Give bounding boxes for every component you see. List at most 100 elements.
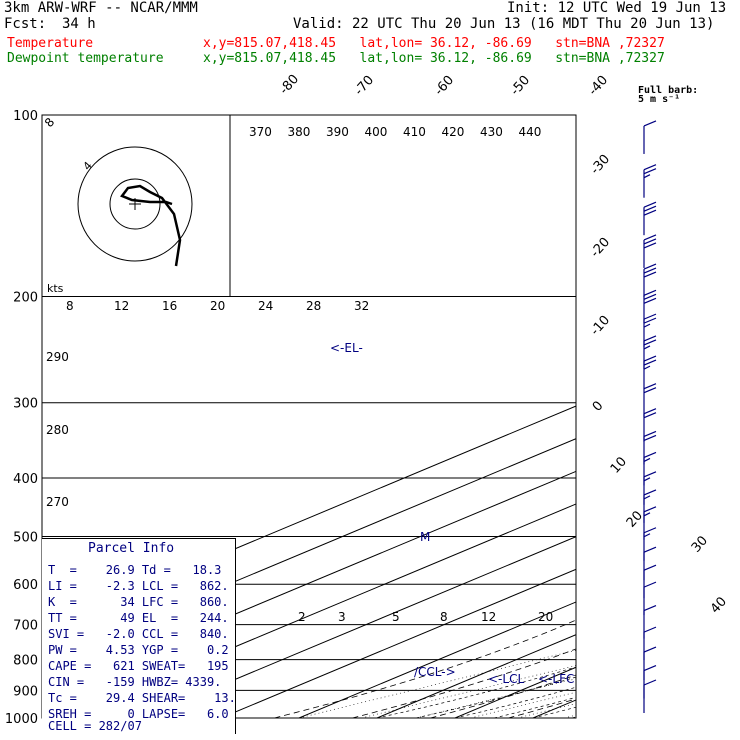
wind-barb-flag <box>643 430 657 438</box>
wind-barb-flag <box>643 205 657 212</box>
mixing-ratio-label: 2 <box>298 610 306 624</box>
pressure-tick-label: 700 <box>13 619 38 634</box>
wind-barb-flag <box>643 451 657 458</box>
wind-barb-flag <box>643 533 651 538</box>
wind-barb-flag <box>643 471 657 478</box>
dry-adiabat-label: 270 <box>46 495 69 509</box>
mixing-ratio-line <box>415 678 576 718</box>
moist-adiabat <box>611 297 740 719</box>
parcel-row: CAPE = 621 SWEAT= 195 <box>48 659 229 673</box>
wind-barb <box>643 626 657 661</box>
parcel-row: SREH = 0 LAPSE= 6.0 <box>48 707 229 721</box>
isotherm-label: -20 <box>588 235 613 261</box>
pressure-tick-label: 500 <box>13 530 38 545</box>
theta-e-label: 410 <box>403 125 426 139</box>
wind-barb-flag <box>643 387 657 394</box>
theta-e-label: 370 <box>249 125 272 139</box>
isotherm-label: 30 <box>689 533 711 555</box>
isotherm-label: 0 <box>590 398 607 414</box>
wind-barb-flag <box>643 335 657 342</box>
wind-barb-flag <box>643 267 657 274</box>
parcel-info-panel: Parcel Info T = 26.9 Td = 18.3 LI = -2.3… <box>42 538 236 734</box>
wind-barb <box>643 646 657 681</box>
wind-barb <box>643 201 657 236</box>
isotherm <box>220 568 576 718</box>
theta-e-label: 390 <box>326 125 349 139</box>
parcel-info-title: Parcel Info <box>88 541 175 556</box>
wind-barb-flag <box>643 489 657 496</box>
dry-adiabat <box>352 648 576 718</box>
temperature-legend: Temperature <box>7 36 94 51</box>
parcel-row: T = 26.9 Td = 18.3 <box>48 563 222 577</box>
isotherm-label: 10 <box>608 454 630 476</box>
wind-barb <box>643 164 657 198</box>
hodograph-ring-label: 28 <box>306 299 321 313</box>
wind-barb-flag <box>643 120 657 127</box>
init-time: Init: 12 UTC Wed 19 Jun 13 <box>507 0 727 16</box>
hodograph-ring-label: 32 <box>354 299 369 313</box>
hodograph-ring-label: 24 <box>258 299 273 313</box>
parcel-row: TT = 49 EL = 244. <box>48 611 229 625</box>
dry-adiabat-label: 290 <box>46 350 69 364</box>
forecast-hour: 34 h <box>62 16 96 32</box>
isotherm-label: -80 <box>277 72 302 98</box>
wind-barb-flag <box>643 359 657 366</box>
moist-adiabat <box>728 297 740 719</box>
wind-barb-flag <box>643 506 657 513</box>
parcel-row: CIN = -159 HWBZ= 4339. <box>48 675 222 689</box>
wind-barb-flag <box>643 664 657 672</box>
pressure-tick-label: 600 <box>13 578 38 593</box>
isotherm-label: -50 <box>508 73 533 99</box>
pressure-tick-label: 100 <box>13 109 38 124</box>
plot-frame <box>41 114 577 719</box>
chart-annotation: /CCL-> <box>414 665 456 679</box>
chart-annotation: <-EL- <box>330 341 363 355</box>
chart-annotation: M <box>420 530 430 544</box>
wind-barb-flag <box>643 339 657 346</box>
moist-adiabat <box>650 297 740 719</box>
dry-adiabat-label: 280 <box>46 423 69 437</box>
valid-time: Valid: 22 UTC Thu 20 Jun 13 (16 MDT Thu … <box>293 16 715 32</box>
wind-barb-flag <box>643 495 651 500</box>
hodograph-ring-label: 8 <box>66 299 74 313</box>
parcel-row: Tc = 29.4 SHEAR= 13. <box>48 691 236 705</box>
pressure-tick-label: 400 <box>13 472 38 487</box>
isotherm-label: -40 <box>586 73 611 99</box>
mixing-ratio-label: 3 <box>338 610 346 624</box>
hodograph-ring-label: 20 <box>210 299 225 313</box>
isotherm-label: -30 <box>588 152 613 178</box>
wind-barb-flag <box>643 209 657 216</box>
wind-barb-flag <box>643 477 651 482</box>
dewpoint-location: x,y=815.07,418.45 lat,lon= 36.12, -86.69… <box>203 51 665 66</box>
wind-barb-flag <box>643 564 657 571</box>
wind-barb-flag <box>643 168 657 175</box>
model-title: 3km ARW-WRF -- NCAR/MMM <box>4 0 198 16</box>
parcel-row: K = 34 LFC = 860. <box>48 595 229 609</box>
wind-barb <box>643 355 657 390</box>
dry-adiabat <box>274 619 576 718</box>
wind-barb-flag <box>643 412 657 419</box>
wind-barb-flag <box>643 679 657 686</box>
wind-barb-flag <box>643 234 657 241</box>
dewpoint-profile <box>611 115 740 715</box>
wind-barb <box>643 564 657 599</box>
hodograph-ring-label: 12 <box>114 299 129 313</box>
wind-barb <box>643 234 657 268</box>
chart-annotation: <-LFC <box>538 672 574 686</box>
wind-barb <box>643 430 657 465</box>
wind-barb-flag <box>643 365 651 370</box>
wind-barb-flag <box>643 546 657 553</box>
wind-barb-flag <box>643 383 657 390</box>
wind-barb-flag <box>643 527 657 534</box>
wind-barb-flag <box>643 323 651 328</box>
wind-barb <box>643 383 657 417</box>
isotherm-label: 40 <box>708 594 730 616</box>
wind-barb-flag <box>643 297 657 304</box>
wind-barb <box>643 263 657 298</box>
wind-barb-flag <box>643 201 657 208</box>
profiles <box>611 115 740 715</box>
dry-adiabat <box>664 115 740 718</box>
parcel-row: CELL = 282/07 <box>48 719 142 733</box>
